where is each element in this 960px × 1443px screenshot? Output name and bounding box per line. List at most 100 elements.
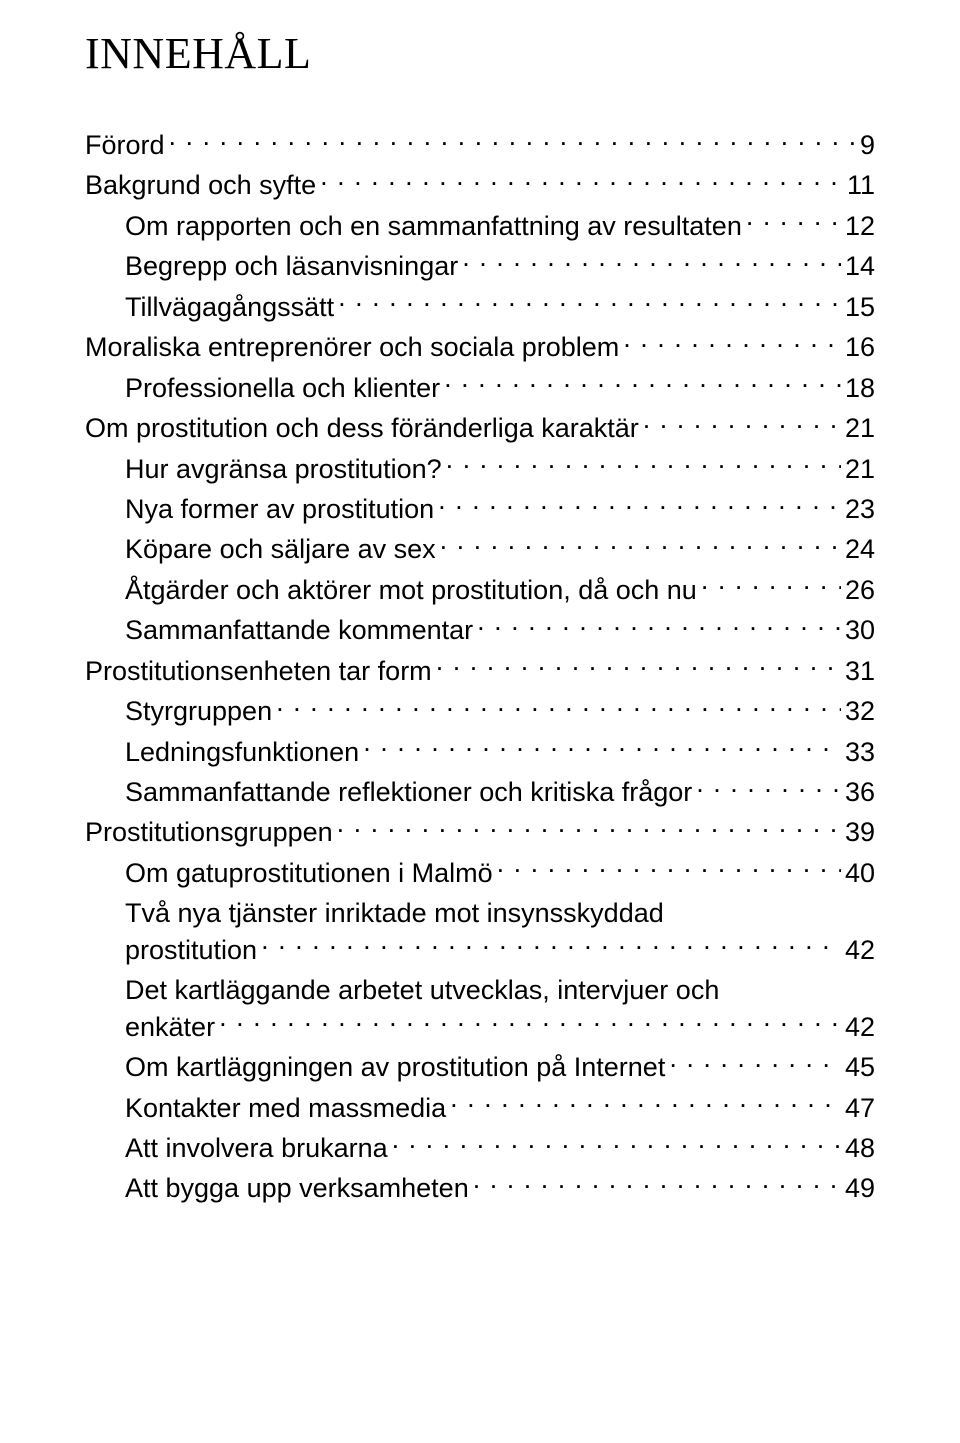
toc-leader (261, 932, 841, 959)
toc-label-lastline: enkäter (125, 1009, 215, 1045)
toc-row: Köpare och säljare av sex 24 (125, 531, 875, 567)
toc-row: Moraliska entreprenörer och sociala prob… (85, 329, 875, 365)
toc-page: 12 (845, 208, 875, 244)
toc-page: 21 (845, 451, 875, 487)
toc-page: 42 (845, 932, 875, 968)
toc-row: Ledningsfunktionen 33 (125, 734, 875, 770)
toc-label: Att bygga upp verksamheten (125, 1170, 469, 1206)
toc-page: 23 (845, 491, 875, 527)
toc-leader (497, 855, 841, 882)
toc-page: 14 (845, 248, 875, 284)
toc-label: Nya former av prostitution (125, 491, 434, 527)
toc-row: Kontakter med massmedia 47 (125, 1090, 875, 1126)
toc-leader (320, 167, 843, 194)
toc-row: Att involvera brukarna 48 (125, 1130, 875, 1166)
toc-label: Prostitutionsenheten tar form (85, 653, 432, 689)
toc-leader (643, 410, 841, 437)
toc-page: 32 (845, 693, 875, 729)
toc-row: Prostitutionsenheten tar form 31 (85, 653, 875, 689)
page: INNEHÅLL Förord 9 Bakgrund och syfte 11 … (0, 0, 960, 1443)
toc-leader (623, 329, 841, 356)
toc-row: Åtgärder och aktörer mot prostitution, d… (125, 572, 875, 608)
toc-page: 48 (845, 1130, 875, 1166)
toc-row: Om gatuprostitutionen i Malmö 40 (125, 855, 875, 891)
toc-row: Begrepp och läsanvisningar 14 (125, 248, 875, 284)
toc-leader (462, 248, 841, 275)
toc-label: Förord (85, 127, 165, 163)
toc-page: 40 (845, 855, 875, 891)
toc-row: Förord 9 (85, 127, 875, 163)
toc-page: 9 (860, 127, 875, 163)
toc-page: 21 (845, 410, 875, 446)
toc-label: Hur avgränsa prostitution? (125, 451, 442, 487)
toc-leader (338, 289, 841, 316)
toc-label: Bakgrund och syfte (85, 167, 316, 203)
toc-page: 11 (847, 167, 875, 203)
toc-label: Att involvera brukarna (125, 1130, 388, 1166)
toc-label-lastline: prostitution (125, 932, 257, 968)
toc-leader (450, 1090, 841, 1117)
toc-label: Kontakter med massmedia (125, 1090, 446, 1126)
toc-leader (696, 774, 841, 801)
toc-row: Om prostitution och dess föränderliga ka… (85, 410, 875, 446)
toc-page: 42 (845, 1009, 875, 1045)
toc-label: Om rapporten och en sammanfattning av re… (125, 208, 742, 244)
toc-row: Sammanfattande kommentar 30 (125, 612, 875, 648)
toc-row: Att bygga upp verksamheten 49 (125, 1170, 875, 1206)
toc-leader (363, 734, 841, 761)
toc-label: Moraliska entreprenörer och sociala prob… (85, 329, 619, 365)
toc-leader (169, 127, 856, 154)
toc-page: 30 (845, 612, 875, 648)
toc-leader (473, 1170, 841, 1197)
toc-row: Prostitutionsgruppen 39 (85, 814, 875, 850)
toc-label: Om prostitution och dess föränderliga ka… (85, 410, 639, 446)
toc-page: 15 (845, 289, 875, 325)
toc-label: Åtgärder och aktörer mot prostitution, d… (125, 572, 697, 608)
toc-leader (701, 572, 841, 599)
toc-leader (446, 451, 841, 478)
toc-label: Om kartläggningen av prostitution på Int… (125, 1049, 665, 1085)
toc-leader (444, 370, 841, 397)
toc-label: Ledningsfunktionen (125, 734, 359, 770)
toc-page: 26 (845, 572, 875, 608)
toc-label: Begrepp och läsanvisningar (125, 248, 458, 284)
toc-page: 39 (845, 814, 875, 850)
toc-label: Tillvägagångssätt (125, 289, 334, 325)
toc-label: Styrgruppen (125, 693, 272, 729)
toc-page: 45 (845, 1049, 875, 1085)
toc-row: Det kartläggande arbetet utvecklas, inte… (125, 972, 875, 1045)
toc-page: 33 (845, 734, 875, 770)
toc-page: 47 (845, 1090, 875, 1126)
toc-row: Nya former av prostitution 23 (125, 491, 875, 527)
toc-row: Professionella och klienter 18 (125, 370, 875, 406)
toc-leader (392, 1130, 841, 1157)
toc-label-firstline: Det kartläggande arbetet utvecklas, inte… (125, 972, 875, 1008)
table-of-contents: Förord 9 Bakgrund och syfte 11 Om rappor… (85, 127, 875, 1207)
toc-leader (438, 491, 841, 518)
toc-page: 24 (845, 531, 875, 567)
toc-leader (219, 1009, 841, 1036)
toc-row: Två nya tjänster inriktade mot insynssky… (125, 895, 875, 968)
toc-label-firstline: Två nya tjänster inriktade mot insynssky… (125, 895, 875, 931)
toc-page: 36 (845, 774, 875, 810)
toc-row: Hur avgränsa prostitution? 21 (125, 451, 875, 487)
toc-row: Sammanfattande reflektioner och kritiska… (125, 774, 875, 810)
toc-row: Styrgruppen 32 (125, 693, 875, 729)
toc-page: 16 (845, 329, 875, 365)
toc-leader (669, 1049, 841, 1076)
toc-row: Om rapporten och en sammanfattning av re… (125, 208, 875, 244)
toc-row: Tillvägagångssätt 15 (125, 289, 875, 325)
toc-label: Professionella och klienter (125, 370, 440, 406)
toc-row: Bakgrund och syfte 11 (85, 167, 875, 203)
toc-leader (440, 531, 841, 558)
toc-leader (337, 814, 841, 841)
toc-label: Om gatuprostitutionen i Malmö (125, 855, 493, 891)
toc-leader (276, 693, 841, 720)
toc-page: 18 (845, 370, 875, 406)
toc-leader (746, 208, 841, 235)
toc-page: 31 (845, 653, 875, 689)
page-title: INNEHÅLL (85, 28, 875, 79)
toc-leader (477, 612, 841, 639)
toc-leader (436, 653, 841, 680)
toc-label: Prostitutionsgruppen (85, 814, 333, 850)
